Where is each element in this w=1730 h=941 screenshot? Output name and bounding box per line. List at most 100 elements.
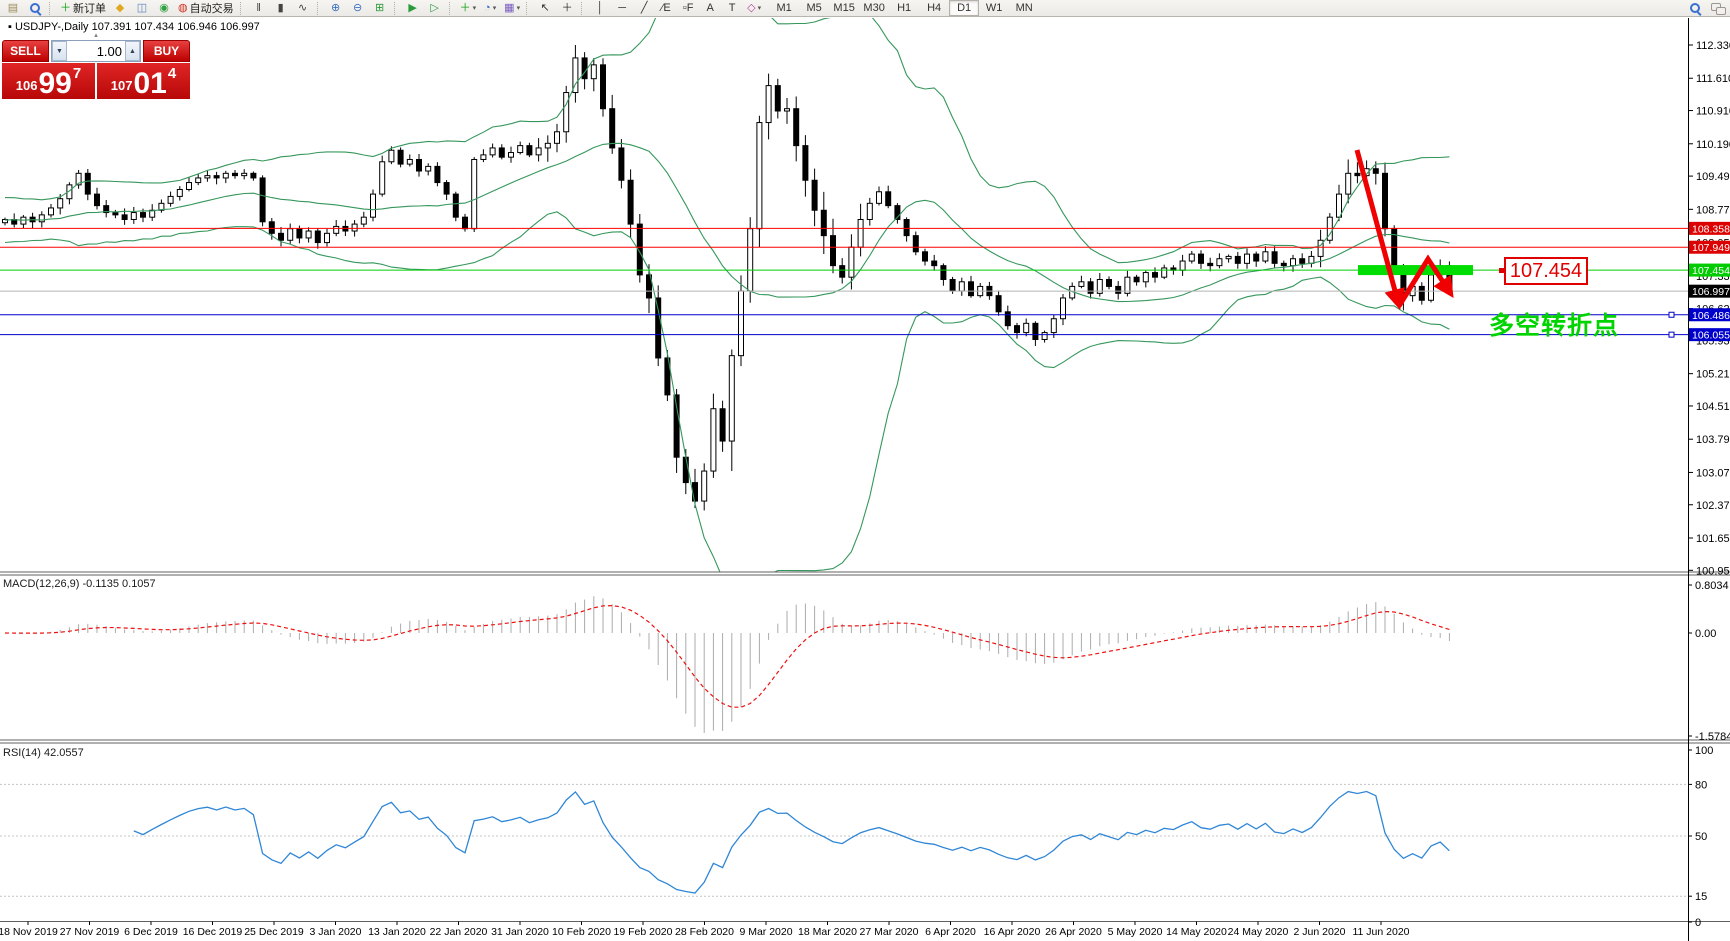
cursor-icon: ↖	[540, 1, 550, 14]
price-badge	[1689, 284, 1730, 298]
zoom-out-icon[interactable]: ⊖	[347, 0, 369, 17]
ask-prefix: 107	[110, 78, 133, 93]
buy-button[interactable]: BUY	[143, 40, 190, 62]
highlight-bar[interactable]	[1358, 265, 1473, 276]
panel-collapse-icon[interactable]: ▴	[94, 32, 98, 39]
down-trend-arrow[interactable]	[1354, 149, 1405, 311]
candle	[811, 179, 818, 211]
news-feed-icon[interactable]: ◉	[153, 0, 175, 17]
text-icon: A	[706, 1, 714, 14]
ask-pip-digit: 4	[167, 65, 177, 82]
chat-icon[interactable]	[1711, 3, 1726, 15]
auto-scroll-icon[interactable]: ▶	[402, 0, 424, 17]
zoom-in-icon[interactable]: ⊕	[325, 0, 347, 17]
candle	[756, 122, 763, 230]
candle	[1050, 318, 1057, 334]
line-chart-icon[interactable]: ∿	[292, 0, 314, 17]
candle	[1115, 285, 1122, 294]
channel-icon[interactable]: ∕E	[655, 0, 677, 17]
timeframe-m1[interactable]: M1	[776, 2, 792, 14]
market-watch-icon[interactable]: ◫	[131, 0, 153, 17]
candle	[158, 202, 165, 211]
level-lines[interactable]	[0, 227, 1688, 338]
volume-up-button[interactable]: ▲	[125, 41, 140, 61]
bar-chart-icon[interactable]: ‖	[248, 0, 270, 17]
candle	[296, 228, 303, 239]
date-label: 9 Mar 2020	[739, 926, 792, 938]
price-text-label[interactable]: 107.454	[1499, 257, 1588, 285]
hline-icon: ─	[618, 1, 627, 14]
tile-windows-icon[interactable]: ⊞	[369, 0, 391, 17]
timeframe-m5[interactable]: M5	[806, 2, 822, 14]
trendline-icon[interactable]: ╱	[633, 0, 655, 17]
price-tick-label: 111.610	[1696, 73, 1730, 85]
zigzag-arrow[interactable]	[1396, 254, 1454, 308]
candle	[1428, 274, 1434, 301]
new-order-button[interactable]: ＋新订单	[57, 0, 109, 17]
candle	[728, 355, 735, 442]
chart-annotations[interactable]	[1354, 149, 1473, 311]
candlestick-icon[interactable]: ▮	[270, 0, 292, 17]
indicators-button[interactable]: ＋ ▾	[457, 0, 480, 17]
chart-shift-icon[interactable]: ▷	[424, 0, 446, 17]
crosshair-icon[interactable]: ＋	[556, 0, 578, 17]
candle	[600, 64, 606, 110]
candle	[765, 85, 772, 124]
candle	[314, 230, 321, 244]
vline-icon[interactable]: │	[589, 0, 611, 17]
templates-button[interactable]: ▦ ▾	[501, 0, 523, 17]
timeframe-d1[interactable]: D1	[949, 0, 980, 16]
timeframe-w1[interactable]: W1	[985, 2, 1003, 14]
price-tick-label: 112.330	[1696, 40, 1730, 52]
chart-style-icon[interactable]: ◆	[109, 0, 131, 17]
candle	[572, 57, 579, 94]
timeframe-h1[interactable]: H1	[897, 2, 912, 14]
turning-point-annotation[interactable]: 多空转折点	[1489, 312, 1620, 340]
cursor-icon[interactable]: ↖	[534, 0, 556, 17]
fibonacci-icon: ▫F	[682, 1, 694, 14]
support-line-2-handle	[1668, 331, 1675, 338]
volume-down-button[interactable]: ▼	[52, 41, 67, 61]
candle	[802, 145, 809, 181]
new-chart-icon[interactable]: ▤	[2, 0, 24, 17]
arrows-icon[interactable]: ◇ ▾	[743, 0, 765, 17]
fibonacci-icon[interactable]: ▫F	[677, 0, 699, 17]
candle	[1087, 281, 1094, 294]
timeframe-mn[interactable]: MN	[1015, 2, 1033, 14]
sell-button[interactable]: SELL	[2, 40, 49, 62]
candle	[149, 209, 156, 218]
candle	[259, 177, 266, 223]
search-icon[interactable]	[1689, 2, 1702, 15]
bid-pip-digit: 7	[72, 65, 82, 82]
profile-search-icon[interactable]	[24, 0, 46, 17]
candle	[1198, 253, 1204, 264]
text-icon[interactable]: A	[699, 0, 721, 17]
volume-input[interactable]	[67, 41, 125, 61]
auto-trading-button[interactable]: ◍ 自动交易	[175, 0, 237, 17]
candle	[848, 246, 855, 278]
date-label: 24 May 2020	[1228, 926, 1289, 938]
title-text: USDJPY-,Daily 107.391 107.434 106.946 10…	[14, 21, 260, 33]
macd-axis-label: 0.8034	[1695, 580, 1729, 592]
candle	[480, 154, 487, 160]
ask-price-display[interactable]: 107 01 4	[97, 63, 190, 99]
bid-price-display[interactable]: 106 99 7	[2, 63, 95, 99]
candle	[121, 214, 128, 220]
periods-button[interactable]: ◔ ▾	[479, 0, 501, 17]
rsi-axis-label: 15	[1695, 891, 1707, 903]
text-label-icon[interactable]: T	[721, 0, 743, 17]
macd-axis: 0.8034 0.00 -1.5784	[1688, 580, 1730, 743]
timeframe-m15[interactable]: M15	[833, 2, 855, 14]
candle	[857, 218, 864, 248]
timeframe-m30[interactable]: M30	[863, 2, 885, 14]
price-badge-label: 107.949	[1692, 242, 1730, 254]
bollinger-lower	[4, 211, 1450, 572]
crosshair-icon: ＋	[561, 1, 573, 14]
hline-icon[interactable]: ─	[611, 0, 633, 17]
timeframe-h4[interactable]: H4	[927, 2, 942, 14]
candle	[38, 214, 45, 223]
candle	[1234, 255, 1241, 264]
price-badge	[1689, 221, 1730, 235]
candle	[112, 212, 119, 216]
